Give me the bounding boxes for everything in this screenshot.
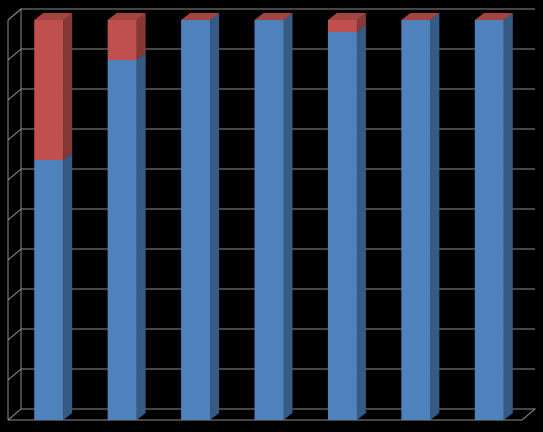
bar-top <box>327 13 366 20</box>
bar-front <box>181 20 211 420</box>
bar-front <box>107 20 137 60</box>
bar <box>254 13 293 20</box>
bar-top <box>34 13 73 20</box>
bar-front <box>401 20 431 420</box>
bar-front <box>327 32 357 420</box>
bar-side <box>63 153 73 420</box>
grid-line-side <box>7 168 22 181</box>
bar-top <box>254 13 293 20</box>
bar-side <box>356 13 366 32</box>
grid-line-side <box>7 8 22 21</box>
bar <box>474 13 513 20</box>
bar-front <box>34 20 64 160</box>
bar-front <box>474 20 504 420</box>
grid-line-side <box>7 88 22 101</box>
bar-side <box>356 25 366 420</box>
bar-side <box>136 53 146 420</box>
bar <box>254 13 293 420</box>
grid-line-side <box>7 248 22 261</box>
bar-top <box>474 13 513 20</box>
grid-line-side <box>7 288 22 301</box>
bar <box>34 153 73 420</box>
bar <box>34 13 73 160</box>
bar-top <box>107 13 146 20</box>
bar-side <box>63 13 73 160</box>
bar-front <box>107 60 137 420</box>
bar-side <box>283 13 293 420</box>
grid-line-side <box>7 408 22 421</box>
bar <box>327 25 366 420</box>
bar <box>327 13 366 32</box>
grid-line-side <box>7 128 22 141</box>
bar <box>181 13 220 20</box>
bar <box>107 53 146 420</box>
grid-line-side <box>7 208 22 221</box>
bar <box>401 13 440 420</box>
bar-top <box>401 13 440 20</box>
bar <box>107 13 146 60</box>
bar-side <box>210 13 220 420</box>
bar-top <box>181 13 220 20</box>
bar-front <box>254 20 284 420</box>
bar <box>474 13 513 420</box>
bar-front <box>34 160 64 420</box>
bar-front <box>327 20 357 32</box>
grid-line-side <box>7 328 22 341</box>
bar-side <box>503 13 513 420</box>
bar-side <box>430 13 440 420</box>
bar-side <box>136 13 146 60</box>
grid-line-side <box>7 48 22 61</box>
grid-line-side <box>7 368 22 381</box>
bar <box>181 13 220 420</box>
grid-line <box>7 8 535 21</box>
bar <box>401 13 440 20</box>
